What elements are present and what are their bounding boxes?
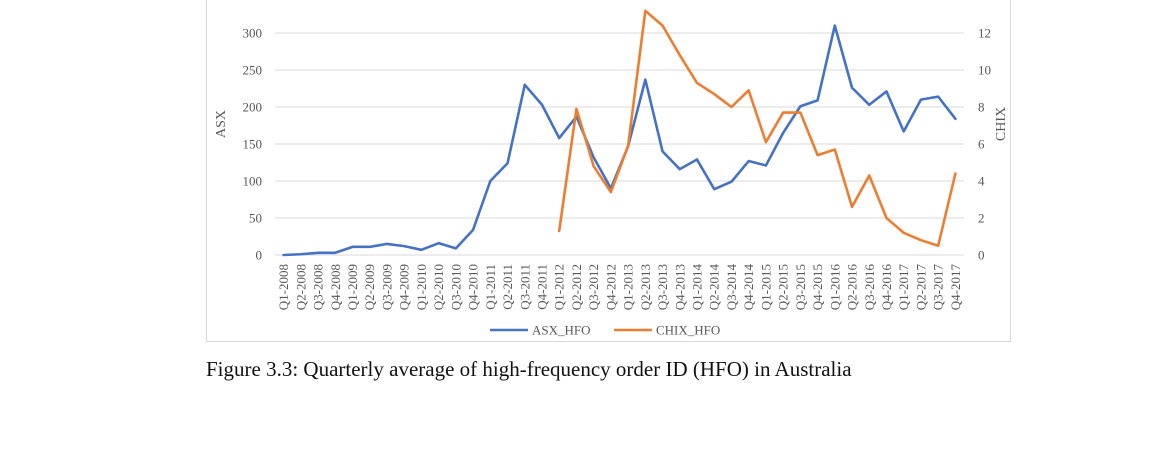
x-tick-label: Q1-2016 [827,264,842,311]
left-axis-ticks: 0 50 100 150 200 250 300 [243,26,263,263]
left-axis-title: ASX [214,110,229,138]
legend-label: CHIX_HFO [656,323,720,338]
x-tick-label: Q2-2009 [362,264,377,310]
x-tick-label: Q2-2013 [638,264,653,310]
chart-area: 0 50 100 150 200 250 300 0 2 4 6 8 10 12 Q1-2008 Q2-2… [206,0,1011,342]
x-tick-label: Q1-2013 [621,264,636,310]
x-tick-label: Q2-2010 [431,264,446,310]
x-tick-label: Q3-2010 [448,264,463,310]
x-tick-label: Q4-2008 [328,264,343,310]
x-tick-label: Q4-2017 [948,264,963,311]
x-tick-label: Q3-2014 [724,264,739,311]
series-line-asx-hfo [282,24,957,257]
x-tick-label: Q4-2012 [603,264,618,310]
x-tick-label: Q1-2015 [758,264,773,310]
figure-caption: Figure 3.3: Quarterly average of high-fr… [206,357,852,381]
x-tick-label: Q2-2011 [500,264,515,310]
x-tick-label: Q4-2016 [879,264,894,311]
left-tick-label: 200 [243,100,263,115]
right-tick-label: 10 [978,63,991,78]
right-tick-label: 6 [978,137,985,152]
left-tick-label: 300 [243,26,263,41]
x-tick-label: Q3-2008 [311,264,326,310]
left-tick-label: 150 [243,137,263,152]
series-lines [282,9,957,257]
left-tick-label: 100 [243,174,263,189]
x-tick-label: Q1-2011 [483,264,498,310]
left-tick-label: 250 [243,63,263,78]
right-tick-label: 4 [978,174,985,189]
x-tick-label: Q3-2009 [379,264,394,310]
x-tick-label: Q2-2015 [776,264,791,310]
x-tick-label: Q1-2012 [552,264,567,310]
x-tick-label: Q2-2008 [293,264,308,310]
left-tick-label: 0 [256,248,263,263]
right-axis-title: CHIX [994,107,1009,141]
x-tick-label: Q1-2008 [276,264,291,310]
x-tick-label: Q2-2016 [845,264,860,311]
right-tick-label: 8 [978,100,985,115]
x-tick-label: Q3-2012 [586,264,601,310]
x-tick-label: Q2-2017 [913,264,928,311]
right-tick-label: 0 [978,248,985,263]
x-axis-ticks: Q1-2008 Q2-2008 Q3-2008 Q4-2008 Q1-2009 Q2-20… [276,264,963,311]
x-tick-label: Q1-2017 [896,264,911,311]
x-tick-label: Q3-2016 [862,264,877,311]
x-tick-label: Q4-2013 [672,264,687,310]
x-tick-label: Q3-2015 [793,264,808,310]
x-tick-label: Q4-2014 [741,264,756,311]
legend-label: ASX_HFO [532,323,591,338]
x-tick-label: Q4-2010 [466,264,481,310]
right-tick-label: 2 [978,211,985,226]
series-line-chix-hfo [557,9,957,248]
left-tick-label: 50 [249,211,262,226]
x-tick-label: Q1-2014 [690,264,705,311]
x-tick-label: Q4-2009 [397,264,412,310]
x-tick-label: Q4-2015 [810,264,825,310]
gridlines [275,32,964,256]
x-tick-label: Q4-2011 [534,264,549,310]
x-tick-label: Q2-2012 [569,264,584,310]
x-tick-label: Q1-2010 [414,264,429,310]
x-tick-label: Q3-2011 [517,264,532,310]
right-axis-ticks: 0 2 4 6 8 10 12 [978,26,991,263]
x-tick-label: Q3-2013 [655,264,670,310]
legend: ASX_HFO CHIX_HFO [490,323,720,338]
right-tick-label: 12 [978,26,991,41]
x-tick-label: Q1-2009 [345,264,360,310]
x-tick-label: Q3-2017 [931,264,946,311]
x-tick-label: Q2-2014 [707,264,722,311]
